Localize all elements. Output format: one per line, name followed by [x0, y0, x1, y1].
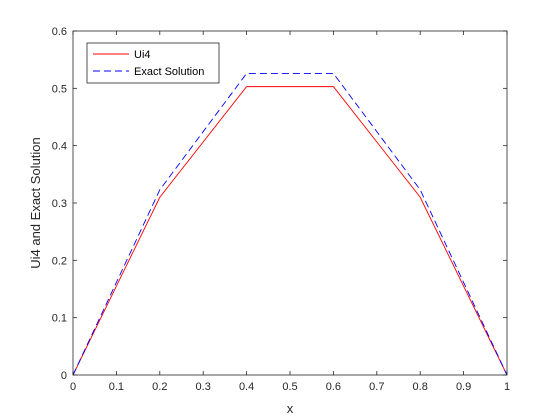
x-axis-label: x	[287, 401, 294, 416]
y-tick-label: 0.4	[52, 141, 67, 153]
series-line-ui4	[72, 86, 508, 376]
x-tick-label: 0.7	[369, 381, 384, 393]
y-axis-label: Ui4 and Exact Solution	[28, 137, 43, 269]
x-tick-label: 0	[70, 381, 76, 393]
y-tick-label: 0.1	[52, 313, 67, 325]
legend: Ui4 Exact Solution	[86, 42, 220, 84]
x-tick-label: 0.2	[152, 381, 167, 393]
x-tick-label: 0.1	[109, 381, 124, 393]
x-tick-label: 0.3	[196, 381, 211, 393]
plot-area	[73, 31, 507, 375]
x-tick-label: 0.4	[239, 381, 254, 393]
x-tick-label: 0.5	[282, 381, 297, 393]
y-tick-label: 0.3	[52, 198, 67, 210]
y-tick-label: 0	[61, 370, 67, 382]
y-tick-label: 0.2	[52, 255, 67, 267]
x-tick-label: 0.8	[413, 381, 428, 393]
series-layer	[72, 72, 508, 376]
series-line-exact-solution	[72, 72, 508, 376]
legend-label: Exact Solution	[134, 66, 204, 78]
y-tick-label: 0.6	[52, 26, 67, 38]
x-tick-label: 0.6	[326, 381, 341, 393]
legend-box	[86, 42, 220, 84]
legend-label: Ui4	[134, 49, 151, 61]
tick-layer: 0 0.1 0.2 0.3 0.4 0.5 0.6 0.7 0.8 0.9 1 0 0.1 0.2 0.3 0…	[52, 26, 510, 393]
x-tick-label: 1	[504, 381, 510, 393]
y-tick-label: 0.5	[52, 83, 67, 95]
x-tick-label: 0.9	[456, 381, 471, 393]
